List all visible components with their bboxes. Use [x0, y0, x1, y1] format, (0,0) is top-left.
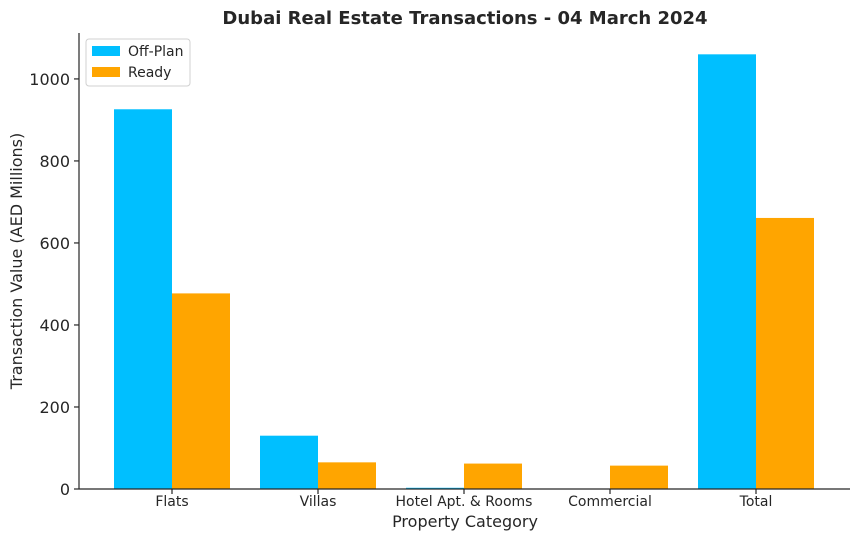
bar-ready-2: [464, 463, 522, 489]
legend-swatch-ready: [92, 67, 120, 77]
chart-title: Dubai Real Estate Transactions - 04 Marc…: [222, 8, 707, 29]
bar-off-plan-1: [260, 435, 318, 489]
x-tick-label-4: Total: [739, 494, 773, 510]
bar-ready-4: [756, 217, 814, 489]
y-tick-label-200: 200: [39, 398, 70, 417]
legend: Off-Plan Ready: [85, 38, 191, 87]
y-axis-label: Transaction Value (AED Millions): [7, 133, 26, 390]
legend-label-ready: Ready: [128, 65, 171, 81]
bar-ready-1: [318, 462, 376, 489]
x-tick-label-0: Flats: [155, 494, 188, 510]
y-tick-label-600: 600: [39, 234, 70, 253]
bar-off-plan-4: [698, 54, 756, 490]
bar-ready-0: [172, 293, 230, 489]
y-tick-label-1000: 1000: [29, 70, 70, 89]
y-tick-label-800: 800: [39, 152, 70, 171]
x-tick-label-3: Commercial: [568, 494, 652, 510]
y-tick-label-400: 400: [39, 316, 70, 335]
legend-label-off-plan: Off-Plan: [128, 44, 184, 60]
legend-swatch-off-plan: [92, 46, 120, 56]
bar-ready-3: [610, 465, 668, 489]
y-tick-label-0: 0: [60, 480, 70, 499]
x-tick-label-1: Villas: [300, 494, 337, 510]
plot-area: 0 200 400 600 800 1000 Flats Villas Hotel Apt. &…: [29, 33, 850, 510]
x-axis-label: Property Category: [392, 512, 538, 531]
bar-off-plan-2: [406, 487, 464, 489]
x-tick-label-2: Hotel Apt. & Rooms: [396, 494, 533, 510]
bar-off-plan-0: [114, 109, 172, 490]
